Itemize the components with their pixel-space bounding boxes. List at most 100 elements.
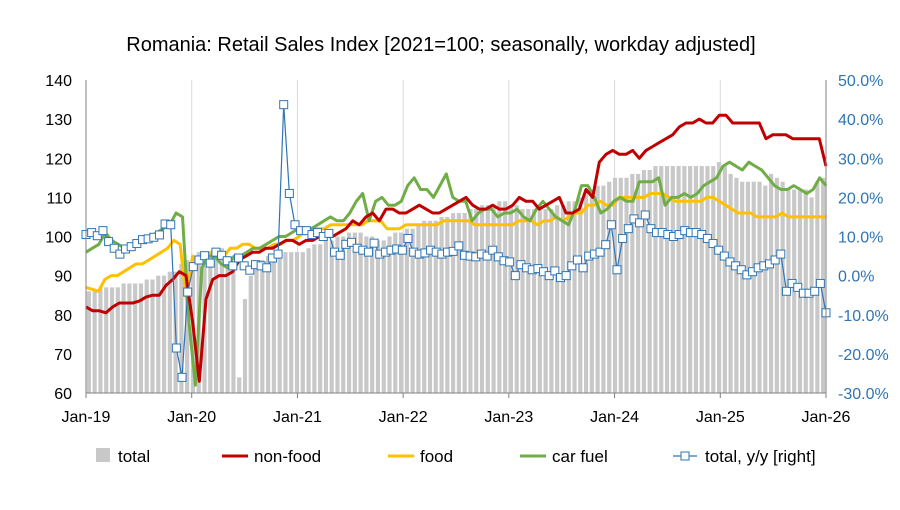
total-bar	[375, 240, 381, 393]
total-bar	[508, 205, 514, 393]
yoy-marker	[770, 255, 780, 265]
right-tick-label: 20.0%	[838, 190, 883, 207]
yoy-marker	[98, 226, 108, 236]
total-bar	[468, 209, 473, 393]
total-bar	[728, 173, 733, 393]
total-bar	[98, 287, 103, 393]
yoy-marker	[488, 245, 498, 255]
total-bar	[179, 263, 184, 393]
total-bar	[734, 177, 739, 393]
total-bar	[740, 181, 745, 393]
yoy-marker	[719, 251, 729, 261]
yoy-markers	[81, 100, 831, 382]
total-bar	[641, 169, 646, 393]
yoy-marker	[815, 278, 825, 288]
right-tick-label: -30.0%	[838, 386, 889, 403]
total-bar	[520, 209, 525, 393]
total-bar	[751, 181, 756, 393]
yoy-marker	[505, 257, 515, 267]
yoy-marker	[606, 220, 616, 230]
x-tick-label: Jan-26	[802, 409, 851, 426]
x-tick-label: Jan-20	[167, 409, 216, 426]
total-bar	[300, 252, 305, 393]
x-tick-label: Jan-21	[273, 409, 322, 426]
total-bar	[456, 213, 461, 393]
total-bar	[659, 166, 664, 393]
total-bar	[277, 252, 282, 393]
total-bar	[404, 228, 409, 393]
yoy-marker	[228, 261, 238, 271]
yoy-marker	[640, 210, 650, 220]
legend-label-food: food	[420, 447, 453, 466]
total-bar	[161, 275, 167, 393]
total-bar	[341, 236, 346, 393]
total-bar	[630, 173, 635, 393]
legend-marker-yoy	[680, 451, 690, 461]
total-bar	[329, 240, 334, 393]
left-tick-label: 90	[54, 269, 72, 286]
total-bar	[503, 201, 508, 393]
total-bar	[254, 267, 259, 393]
total-bar	[416, 224, 421, 393]
car-fuel-line	[85, 160, 828, 387]
yoy-marker	[708, 239, 718, 249]
total-bar	[127, 283, 132, 393]
yoy-marker	[510, 271, 520, 281]
total-bar	[555, 205, 560, 393]
non-food-line	[85, 113, 828, 383]
x-tick-label: Jan-22	[379, 409, 428, 426]
yoy-marker	[171, 343, 181, 353]
yoy-marker	[335, 250, 345, 260]
right-axis-ticks: -30.0% -20.0% -10.0% 0.0% 10.0% 20.0% 30.0% 40.…	[838, 73, 889, 403]
yoy-marker	[618, 233, 628, 243]
total-bar	[705, 166, 710, 393]
yoy-marker	[279, 100, 289, 110]
total-bar	[462, 213, 467, 393]
yoy-marker	[222, 256, 232, 266]
yoy-marker	[234, 253, 244, 263]
total-bar	[358, 232, 363, 393]
right-tick-label: 0.0%	[838, 269, 874, 286]
left-tick-label: 110	[46, 190, 72, 207]
total-bar	[242, 299, 248, 393]
yoy-marker	[284, 188, 294, 198]
yoy-marker	[776, 249, 786, 259]
total-bar	[393, 232, 398, 393]
x-tick-label: Jan-23	[484, 409, 533, 426]
yoy-marker	[567, 261, 577, 271]
yoy-marker	[544, 271, 554, 281]
yoy-marker	[369, 238, 379, 248]
total-bar	[722, 166, 727, 393]
right-tick-label: 50.0%	[838, 73, 883, 90]
total-bar	[451, 213, 456, 393]
yoy-marker	[273, 249, 283, 259]
total-bar	[427, 220, 433, 393]
total-bar	[364, 236, 369, 393]
yoy-marker	[623, 224, 633, 234]
yoy-marker	[454, 241, 464, 251]
total-bar	[86, 291, 91, 393]
yoy-marker	[550, 266, 560, 276]
total-bar	[693, 166, 699, 393]
yoy-marker	[115, 249, 125, 259]
total-bar	[133, 283, 138, 393]
total-bar	[479, 205, 485, 393]
right-tick-label: -20.0%	[838, 347, 889, 364]
total-bar	[271, 256, 276, 393]
yoy-marker	[200, 251, 210, 261]
yoy-marker	[363, 247, 373, 257]
left-tick-label: 120	[45, 151, 72, 168]
total-bar	[346, 232, 352, 393]
total-bar	[121, 283, 126, 393]
total-bar	[150, 279, 155, 393]
yoy-marker	[635, 218, 645, 228]
total-bar	[566, 201, 571, 393]
total-bar	[526, 209, 531, 393]
total-bar	[653, 166, 658, 393]
total-bar	[225, 256, 230, 393]
yoy-marker	[561, 271, 571, 281]
total-bar	[595, 185, 600, 393]
total-bar	[144, 279, 149, 393]
yoy-marker	[397, 245, 407, 255]
yoy-marker	[290, 220, 300, 230]
